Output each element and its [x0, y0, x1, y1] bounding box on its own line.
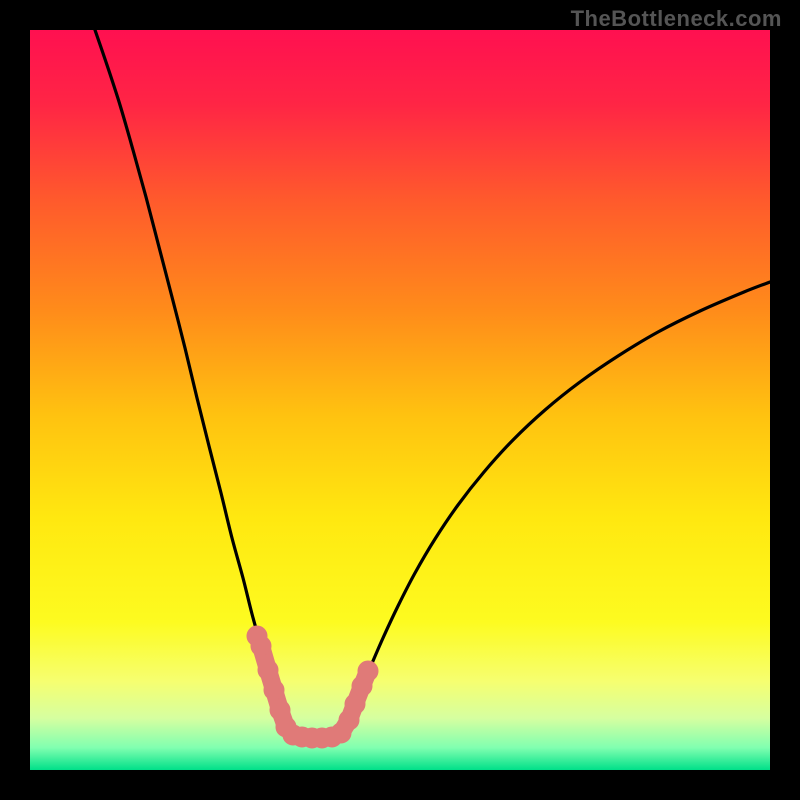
marker-dot: [258, 660, 278, 680]
chart-container: TheBottleneck.com: [0, 0, 800, 800]
gradient-background: [30, 30, 770, 770]
chart-svg: [0, 0, 800, 800]
watermark-text: TheBottleneck.com: [571, 6, 782, 32]
marker-dot: [251, 636, 271, 656]
marker-dot: [358, 661, 378, 681]
marker-dot: [264, 680, 284, 700]
marker-dot: [345, 694, 365, 714]
